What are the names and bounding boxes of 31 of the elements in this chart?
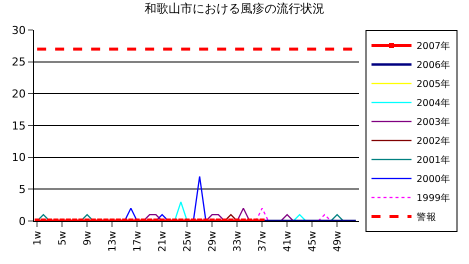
y-tick-label: 0	[18, 214, 26, 228]
y-tick-label: 25	[12, 56, 26, 69]
y-tick-label: 10	[12, 151, 26, 164]
y-tick-label: 5	[18, 183, 26, 196]
y-tick-label: 15	[12, 119, 26, 132]
x-tick-label: 17w	[132, 231, 144, 252]
legend-label: 2005年	[416, 78, 451, 90]
x-tick-label: 21w	[157, 231, 168, 252]
legend-label: 2001年	[416, 154, 451, 166]
x-tick-label: 5w	[57, 231, 68, 246]
legend-label: 2003年	[416, 116, 451, 128]
x-tick-label: 9w	[82, 231, 94, 246]
chart-title: 和歌山市における風疹の流行状況	[144, 1, 324, 16]
y-tick-label: 30	[12, 24, 26, 37]
legend-label: 警報	[416, 211, 436, 224]
legend-label: 1999年	[416, 192, 451, 204]
x-tick-label: 37w	[257, 231, 268, 252]
x-tick-label: 45w	[307, 231, 318, 252]
x-tick-label: 33w	[232, 231, 244, 252]
x-tick-label: 1w	[32, 231, 44, 246]
x-tick-label: 25w	[182, 231, 194, 252]
x-tick-label: 29w	[207, 231, 218, 252]
x-tick-label: 49w	[332, 231, 344, 252]
legend-label: 2002年	[416, 135, 451, 148]
x-tick-label: 41w	[282, 231, 294, 252]
legend-label: 2007年	[416, 40, 451, 52]
legend-label: 2006年	[416, 59, 451, 72]
legend-label: 2000年	[416, 173, 451, 186]
x-tick-label: 13w	[107, 231, 118, 252]
legend-label: 2004年	[416, 97, 451, 110]
y-tick-label: 20	[12, 88, 26, 101]
